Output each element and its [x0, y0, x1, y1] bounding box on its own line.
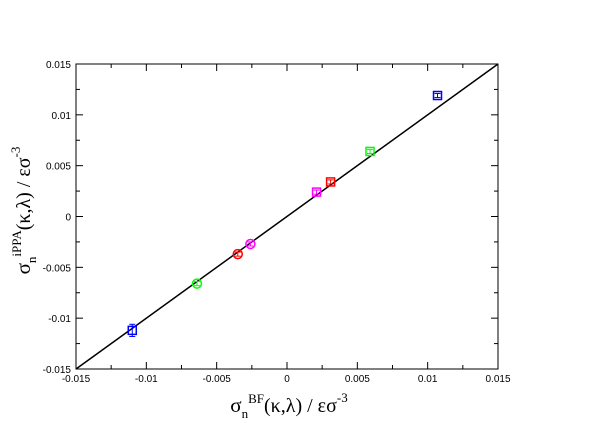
marker-shape — [127, 325, 138, 336]
square-marker — [127, 323, 138, 337]
reference-line — [75, 63, 499, 370]
axis-ticks: -0.015 -0.01 -0.005 0 0.005 0.01 0.015 -0.015 -0… — [43, 60, 511, 385]
x-tick-label: -0.005 — [202, 374, 231, 385]
x-tick-label: -0.015 — [62, 374, 91, 385]
square-marker — [325, 177, 336, 187]
y-tick-label: -0.005 — [43, 263, 72, 274]
square-marker — [432, 90, 443, 101]
y-tick-label: -0.01 — [48, 314, 71, 325]
x-tick-label: 0.005 — [345, 374, 370, 385]
y-tick-label: -0.015 — [43, 365, 72, 376]
square-marker — [311, 187, 322, 197]
marker-shape — [245, 238, 256, 250]
marker-shape — [232, 248, 244, 260]
circle-marker — [245, 238, 256, 250]
y-tick-label: 0 — [65, 213, 71, 224]
x-axis-label: σnBF(κ,λ) / εσ-3 — [230, 390, 347, 421]
x-tick-label: -0.01 — [135, 374, 158, 385]
marker-shape — [365, 146, 375, 157]
x-tick-label: 0 — [284, 374, 290, 385]
x-tick-label: 0.01 — [418, 374, 438, 385]
circle-marker — [232, 248, 244, 260]
y-tick-label: 0.01 — [52, 111, 72, 122]
x-tick-label: 0.015 — [485, 374, 510, 385]
y-tick-label: 0.015 — [46, 60, 71, 71]
data-points — [127, 90, 443, 337]
marker-shape — [311, 187, 322, 197]
square-marker — [365, 146, 375, 157]
circle-marker — [191, 278, 203, 289]
y-tick-label: 0.005 — [46, 162, 71, 173]
y-axis-label: σniPPA(κ,λ) / εσ-3 — [8, 147, 39, 275]
marker-shape — [191, 278, 203, 289]
marker-shape — [432, 90, 443, 101]
marker-shape — [325, 177, 336, 187]
